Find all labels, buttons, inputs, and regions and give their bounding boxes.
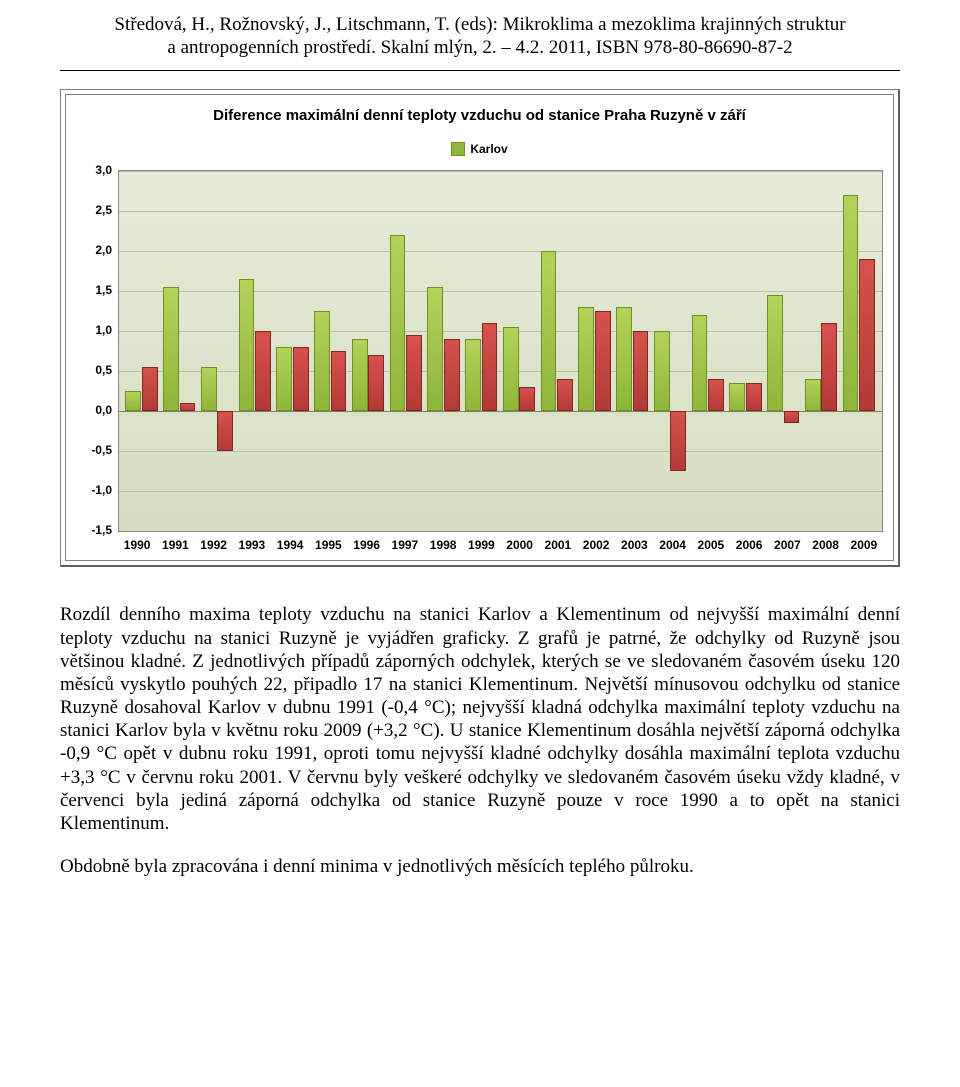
x-tick-label: 1996 — [348, 538, 386, 552]
x-tick-label: 1995 — [309, 538, 347, 552]
bar-green — [465, 339, 481, 411]
bar-red — [368, 355, 384, 411]
page-header: Středová, H., Rožnovský, J., Litschmann,… — [60, 14, 900, 66]
year-slot — [123, 171, 161, 531]
gridline — [119, 531, 882, 532]
bar-green — [654, 331, 670, 411]
bar-green — [843, 195, 859, 411]
bar-red — [444, 339, 460, 411]
year-slot — [727, 171, 765, 531]
x-tick-label: 2009 — [845, 538, 883, 552]
bar-red — [595, 311, 611, 411]
chart-frame-inner: Diference maximální denní teploty vzduch… — [65, 94, 894, 562]
x-tick-label: 1998 — [424, 538, 462, 552]
x-tick-label: 2004 — [654, 538, 692, 552]
year-slot — [425, 171, 463, 531]
header-line-1: Středová, H., Rožnovský, J., Litschmann,… — [60, 14, 900, 37]
bar-green — [125, 391, 141, 411]
header-line-2: a antropogenních prostředí. Skalní mlýn,… — [60, 37, 900, 60]
x-tick-label: 2005 — [692, 538, 730, 552]
year-slot — [274, 171, 312, 531]
bar-red — [670, 411, 686, 471]
x-tick-label: 1993 — [233, 538, 271, 552]
body-text: Rozdíl denního maxima teploty vzduchu na… — [60, 603, 900, 878]
plot-area — [118, 170, 883, 532]
y-axis: 3,02,52,01,51,00,50,0-0,5-1,0-1,5 — [76, 170, 118, 530]
header-rule — [60, 70, 900, 71]
paragraph-1: Rozdíl denního maxima teploty vzduchu na… — [60, 603, 900, 835]
bar-green — [239, 279, 255, 411]
bar-green — [201, 367, 217, 411]
bar-red — [293, 347, 309, 411]
year-slot — [463, 171, 501, 531]
bar-green — [541, 251, 557, 411]
bar-green — [767, 295, 783, 411]
x-tick-label: 1992 — [195, 538, 233, 552]
bar-green — [276, 347, 292, 411]
bar-green — [314, 311, 330, 411]
x-tick-label: 2002 — [577, 538, 615, 552]
x-tick-label: 1994 — [271, 538, 309, 552]
bar-red — [859, 259, 875, 411]
bar-red — [633, 331, 649, 411]
year-slot — [312, 171, 350, 531]
bar-green — [729, 383, 745, 411]
bar-green — [390, 235, 406, 411]
legend-label: Karlov — [470, 142, 507, 156]
bar-red — [557, 379, 573, 411]
year-slot — [161, 171, 199, 531]
bar-green — [163, 287, 179, 411]
x-tick-label: 2001 — [539, 538, 577, 552]
bar-red — [708, 379, 724, 411]
year-slot — [236, 171, 274, 531]
year-slot — [199, 171, 237, 531]
bar-green — [503, 327, 519, 411]
plot-wrap: 3,02,52,01,51,00,50,0-0,5-1,0-1,5 — [76, 170, 883, 532]
bars-row — [119, 171, 882, 531]
bar-green — [805, 379, 821, 411]
bar-red — [217, 411, 233, 451]
x-tick-label: 2008 — [807, 538, 845, 552]
bar-green — [427, 287, 443, 411]
chart-frame-outer: Diference maximální denní teploty vzduch… — [60, 89, 900, 568]
bar-green — [616, 307, 632, 411]
year-slot — [350, 171, 388, 531]
x-tick-label: 1997 — [386, 538, 424, 552]
x-axis: 1990199119921993199419951996199719981999… — [76, 538, 883, 552]
bar-red — [821, 323, 837, 411]
year-slot — [689, 171, 727, 531]
year-slot — [387, 171, 425, 531]
bar-red — [406, 335, 422, 411]
x-tick-label: 1990 — [118, 538, 156, 552]
x-tick-label: 2003 — [615, 538, 653, 552]
paragraph-2: Obdobně byla zpracována i denní minima v… — [60, 855, 900, 878]
year-slot — [576, 171, 614, 531]
x-tick-label: 2000 — [501, 538, 539, 552]
bar-red — [331, 351, 347, 411]
year-slot — [538, 171, 576, 531]
bar-red — [255, 331, 271, 411]
year-slot — [501, 171, 539, 531]
x-tick-label: 2006 — [730, 538, 768, 552]
x-tick-label: 2007 — [768, 538, 806, 552]
year-slot — [765, 171, 803, 531]
x-tick-label: 1999 — [462, 538, 500, 552]
bar-red — [180, 403, 196, 411]
bar-green — [578, 307, 594, 411]
year-slot — [652, 171, 690, 531]
bar-red — [482, 323, 498, 411]
x-tick-label: 1991 — [156, 538, 194, 552]
bar-red — [784, 411, 800, 423]
year-slot — [614, 171, 652, 531]
legend-swatch-icon — [451, 142, 465, 156]
year-slot — [803, 171, 841, 531]
bar-red — [142, 367, 158, 411]
year-slot — [840, 171, 878, 531]
bar-red — [519, 387, 535, 411]
chart-title: Diference maximální denní teploty vzduch… — [76, 107, 883, 124]
chart-legend: Karlov — [76, 142, 883, 157]
bar-red — [746, 383, 762, 411]
bar-green — [692, 315, 708, 411]
bar-green — [352, 339, 368, 411]
